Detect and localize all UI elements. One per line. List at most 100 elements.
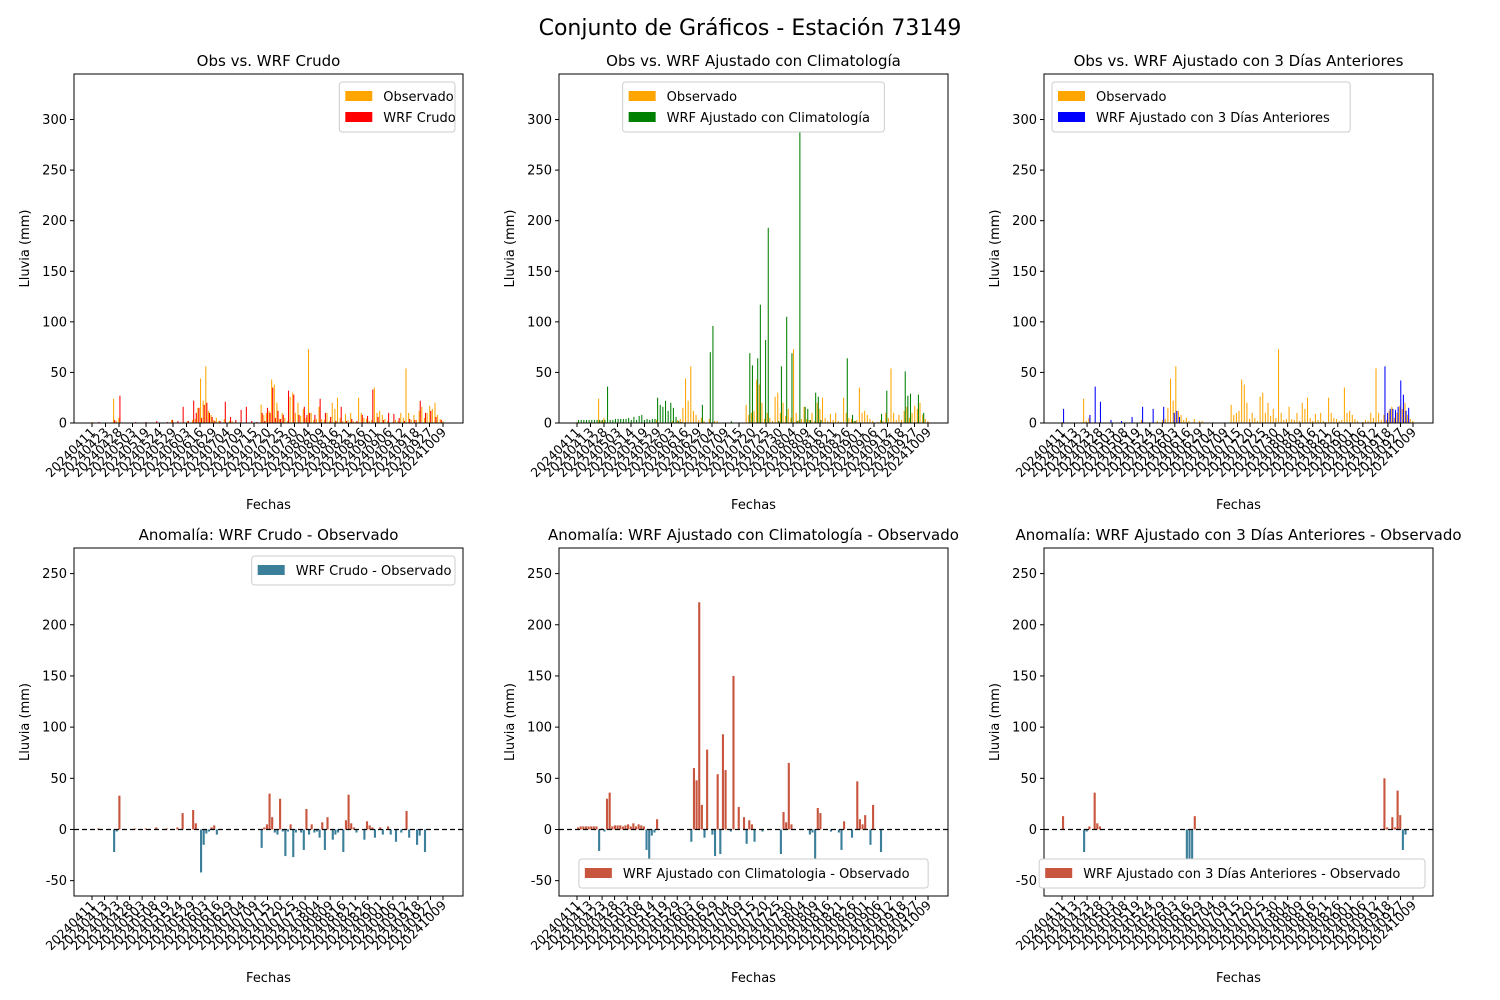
bar: [1333, 417, 1335, 423]
bar: [1062, 816, 1065, 830]
bar: [442, 420, 444, 423]
bar: [879, 829, 883, 852]
bar: [837, 829, 840, 833]
bar: [632, 823, 635, 830]
bar: [779, 829, 782, 855]
bar: [869, 418, 871, 423]
bar: [423, 417, 425, 423]
bar: [596, 419, 598, 423]
bar: [815, 392, 817, 423]
bar: [1285, 418, 1287, 423]
bar: [1201, 420, 1203, 423]
bar: [1399, 405, 1401, 423]
bar: [200, 378, 202, 423]
bar: [614, 418, 616, 423]
bar: [1325, 421, 1327, 423]
bar: [908, 417, 910, 423]
bar: [98, 421, 100, 423]
x-axis-label: Fechas: [731, 971, 776, 986]
bar: [251, 420, 253, 423]
bar: [1392, 408, 1394, 423]
y-tick-label: 50: [535, 366, 552, 381]
bar: [1380, 419, 1382, 423]
bar: [115, 420, 117, 423]
bar: [579, 826, 582, 830]
bar: [342, 420, 344, 423]
bar: [326, 817, 329, 830]
bar: [308, 829, 311, 835]
legend-frame: [578, 858, 929, 889]
bar: [272, 387, 274, 423]
bar: [814, 829, 817, 866]
bar: [300, 415, 302, 423]
bar: [716, 774, 719, 830]
bar: [811, 412, 813, 423]
bar: [92, 421, 94, 423]
bar: [213, 825, 216, 830]
bar: [313, 419, 315, 423]
bar: [197, 407, 199, 423]
bar: [387, 420, 389, 423]
bar: [1404, 402, 1406, 423]
bar: [779, 412, 781, 423]
bar: [113, 829, 116, 852]
bar: [700, 804, 703, 830]
bar: [421, 406, 423, 423]
bar: [711, 829, 714, 835]
bar: [419, 400, 421, 423]
chart-title: Anomalía: WRF Ajustado con 3 Días Anteri…: [1015, 526, 1461, 544]
legend-swatch: [1058, 91, 1085, 101]
bar: [690, 366, 692, 423]
bar: [367, 415, 369, 423]
legend: Observado WRF Crudo: [338, 81, 456, 133]
bar: [115, 829, 118, 832]
bar: [817, 396, 819, 423]
bar: [376, 412, 378, 423]
bar: [1185, 829, 1188, 866]
bar: [269, 412, 271, 423]
bar: [869, 829, 872, 845]
bar: [371, 827, 374, 830]
bar: [1354, 418, 1356, 423]
bar: [1367, 420, 1369, 423]
bar: [854, 420, 856, 423]
bar: [787, 762, 790, 830]
bar: [748, 820, 751, 830]
chart-panel: Obs vs. WRF Ajustado con 3 Días Anterior…: [988, 52, 1434, 513]
bar: [382, 419, 384, 423]
bar: [324, 412, 326, 423]
bar: [1401, 408, 1403, 423]
bar: [829, 829, 833, 832]
bar: [923, 412, 925, 423]
bar: [843, 397, 845, 423]
legend-frame: [1038, 858, 1426, 889]
bar: [303, 406, 305, 423]
bar: [737, 806, 740, 830]
bar: [358, 397, 360, 423]
legend-label: WRF Crudo: [383, 111, 455, 126]
x-axis-label: Fechas: [1216, 971, 1261, 986]
bar: [698, 602, 701, 830]
bar: [345, 420, 347, 423]
bar: [634, 826, 638, 830]
bar: [858, 819, 861, 830]
legend: WRF Ajustado con Climatologia - Observad…: [578, 858, 929, 889]
plot-frame: [558, 73, 949, 424]
bar: [1246, 402, 1248, 423]
bar: [1142, 406, 1144, 423]
legend: Observado WRF Ajustado con 3 Días Anterio…: [1051, 81, 1351, 133]
y-tick-label: 50: [50, 772, 67, 787]
bar: [695, 414, 697, 423]
bar: [1098, 826, 1101, 830]
bar: [1330, 412, 1332, 423]
bar: [282, 414, 284, 423]
bar: [268, 410, 270, 423]
bar: [1230, 404, 1232, 423]
bar: [785, 822, 788, 830]
x-axis-label: Fechas: [1216, 498, 1261, 513]
bar: [1188, 829, 1191, 871]
bar: [323, 829, 326, 850]
chart-title: Obs vs. WRF Ajustado con 3 Días Anterior…: [1074, 52, 1404, 70]
bar: [645, 829, 648, 850]
bar: [637, 824, 640, 830]
